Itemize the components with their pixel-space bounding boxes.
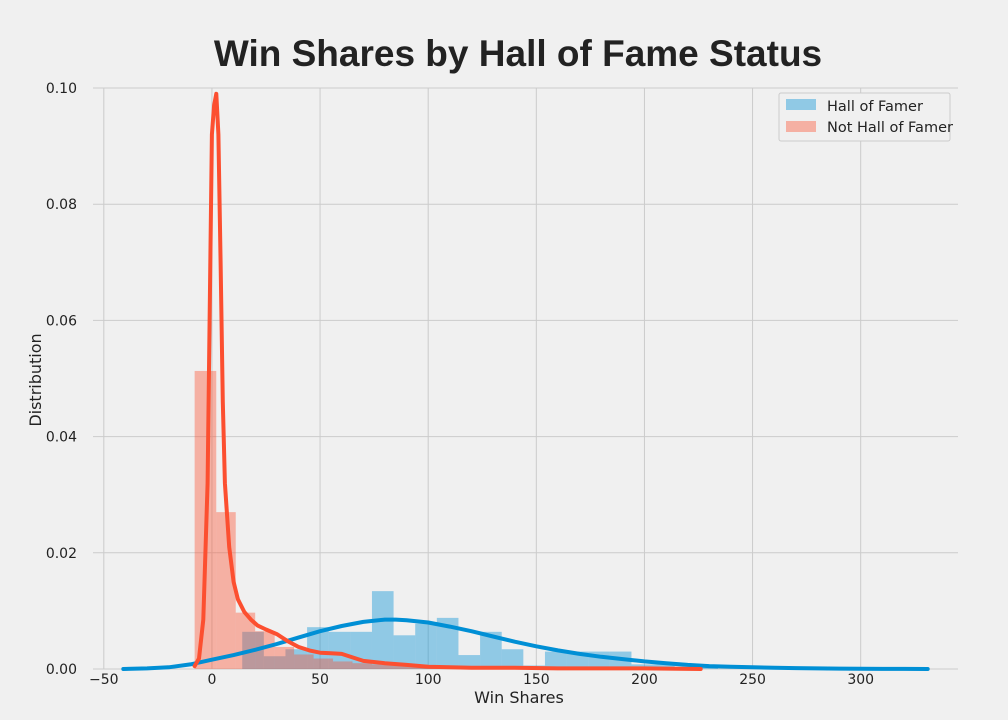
histogram-bar [216, 512, 236, 669]
histogram-bar [285, 649, 308, 669]
grid [93, 87, 958, 670]
x-tick-label: 0 [207, 672, 216, 688]
histogram-bar [307, 627, 329, 669]
legend-label-hall-of-famer: Hall of Famer [827, 99, 923, 115]
chart-title: Win Shares by Hall of Fame Status [214, 33, 822, 74]
histogram-bar [328, 631, 351, 669]
x-tick-label: 250 [739, 672, 766, 688]
x-tick-label: −50 [89, 672, 119, 688]
y-tick-label: 0.00 [46, 662, 77, 678]
x-tick-label: 150 [523, 672, 550, 688]
histogram-bar [415, 623, 437, 669]
kde-line [192, 91, 703, 671]
histogram-bar [501, 649, 524, 669]
y-tick-label: 0.06 [46, 313, 77, 329]
x-tick-label: 200 [631, 672, 658, 688]
histogram-bar [544, 651, 567, 669]
y-tick-label: 0.10 [46, 81, 77, 97]
kde-lines [121, 91, 930, 671]
y-axis-ticks: 0.00 0.02 0.04 0.06 0.08 0.10 [46, 81, 77, 678]
histogram-bar [371, 591, 394, 669]
histogram-bar [333, 661, 353, 669]
histogram-bar [313, 658, 334, 669]
y-axis-label: Distribution [26, 333, 45, 426]
legend-box [778, 92, 951, 142]
y-tick-label: 0.04 [46, 430, 77, 446]
legend-swatch-hall-of-famer [786, 99, 816, 110]
histogram-bar [294, 654, 314, 669]
histogram-bar [393, 635, 416, 669]
legend: Hall of Famer Not Hall of Famer [778, 92, 953, 142]
x-tick-label: 50 [311, 672, 329, 688]
kde-line [121, 617, 930, 671]
x-axis-label: Win Shares [474, 688, 564, 707]
legend-label-not-hall-of-famer: Not Hall of Famer [827, 120, 953, 136]
histogram-bar [255, 631, 275, 669]
histogram-bar [263, 656, 286, 669]
y-tick-label: 0.02 [46, 546, 77, 562]
histogram-bar [436, 617, 459, 669]
histogram-bar [458, 655, 481, 669]
x-tick-label: 300 [847, 672, 874, 688]
legend-swatch-not-hall-of-famer [786, 121, 816, 132]
histogram-bar [391, 665, 411, 669]
hall-of-famer-histogram [242, 591, 805, 669]
histogram-bar [480, 631, 502, 669]
x-axis-ticks: −50 0 50 100 150 200 250 300 [89, 672, 874, 688]
y-tick-label: 0.08 [46, 197, 77, 213]
x-tick-label: 100 [415, 672, 442, 688]
histogram-bar [274, 646, 295, 669]
histogram-bar [352, 663, 372, 669]
histogram-bar [371, 664, 392, 669]
